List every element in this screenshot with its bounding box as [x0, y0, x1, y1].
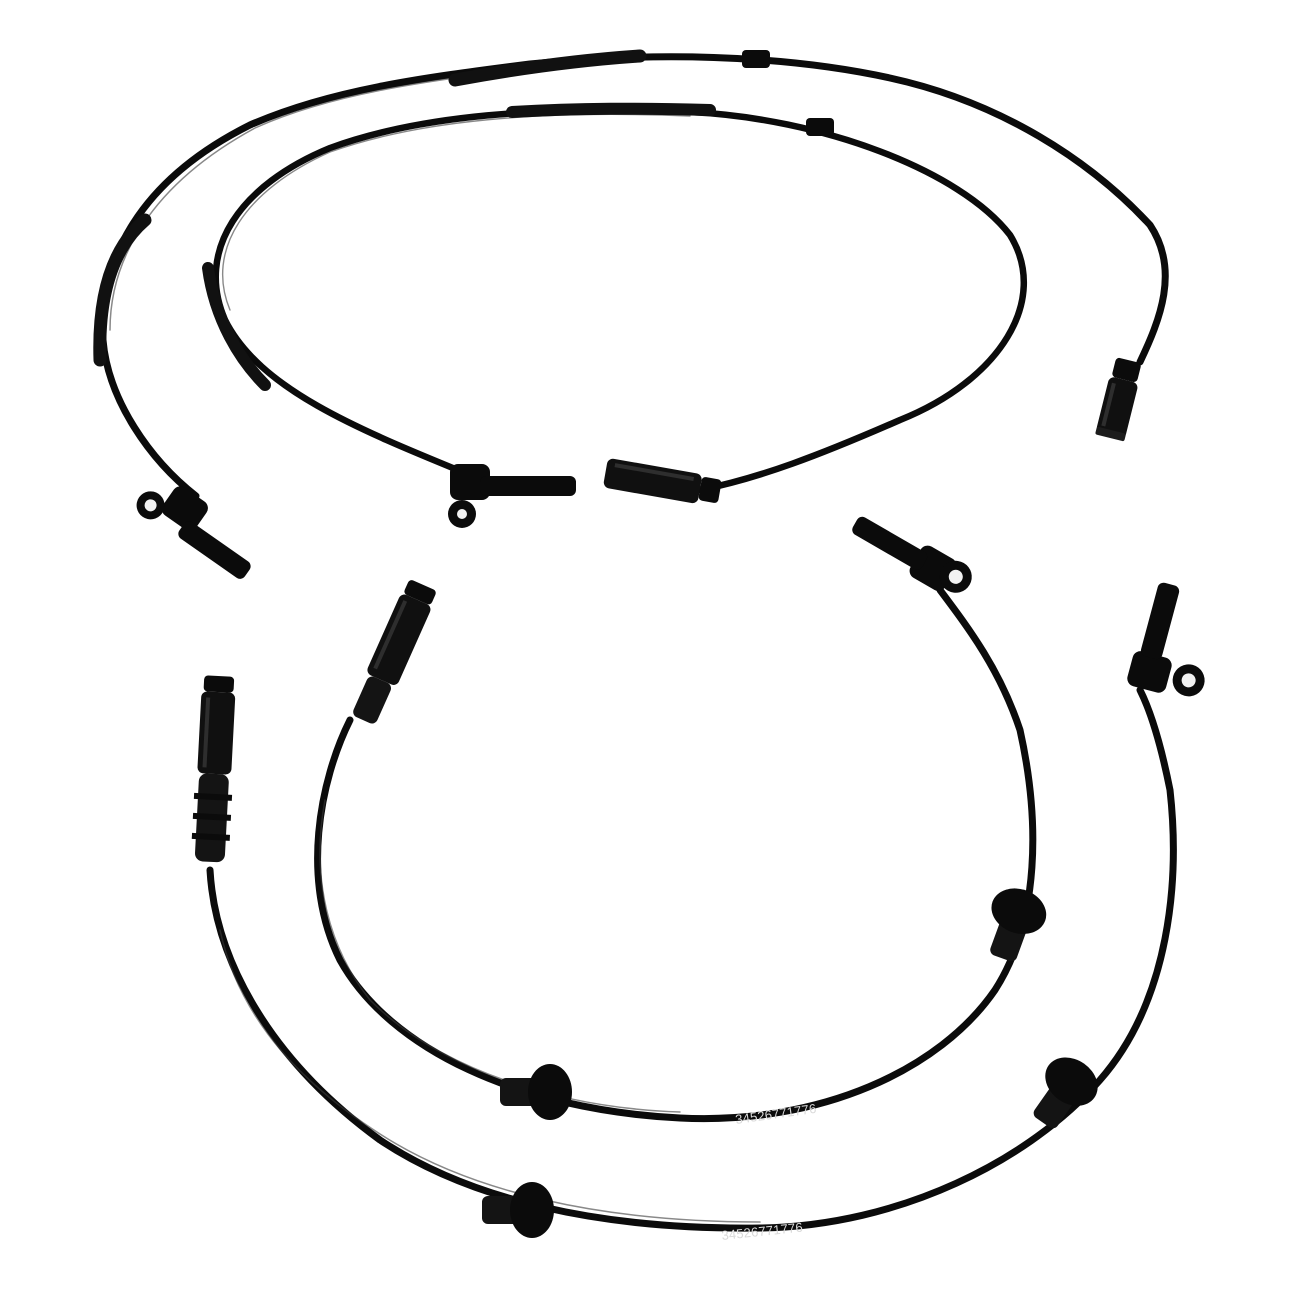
upper-outer-sleeve-top [448, 49, 647, 87]
lower-inner-part-number: 34526771776 [734, 1101, 817, 1127]
upper-outer-cable [93, 49, 1169, 579]
upper-inner-sensor-head [448, 464, 576, 528]
lower-outer-grommet-right [1033, 1057, 1098, 1129]
upper-outer-sleeve-left [93, 213, 152, 367]
upper-outer-sensor-head [136, 486, 251, 579]
lower-inner-cable: 34526771776 [314, 516, 1047, 1127]
lower-outer-part-number: 34526771776 [721, 1220, 804, 1243]
lower-outer-connector [191, 675, 236, 863]
upper-inner-wire [212, 107, 1028, 494]
upper-inner-sleeve-top [506, 102, 716, 118]
upper-inner-sleeve-left [202, 262, 271, 391]
lower-inner-grommet-bottom [500, 1064, 572, 1120]
upper-outer-grommet [742, 50, 770, 68]
lower-inner-wire [314, 586, 1037, 1123]
lower-outer-grommet-bottom [482, 1182, 554, 1238]
upper-inner-connector [603, 458, 722, 504]
upper-inner-cable [202, 102, 1028, 528]
lower-outer-sensor-head [1127, 582, 1205, 697]
lower-outer-cable: 34526771776 [191, 582, 1205, 1243]
upper-outer-wire [99, 53, 1169, 500]
lower-inner-sensor-head [852, 516, 972, 593]
lower-inner-grommet-right [990, 888, 1047, 962]
upper-inner-grommet [806, 118, 834, 136]
lower-inner-connector [353, 580, 436, 724]
upper-outer-connector [1095, 357, 1141, 442]
